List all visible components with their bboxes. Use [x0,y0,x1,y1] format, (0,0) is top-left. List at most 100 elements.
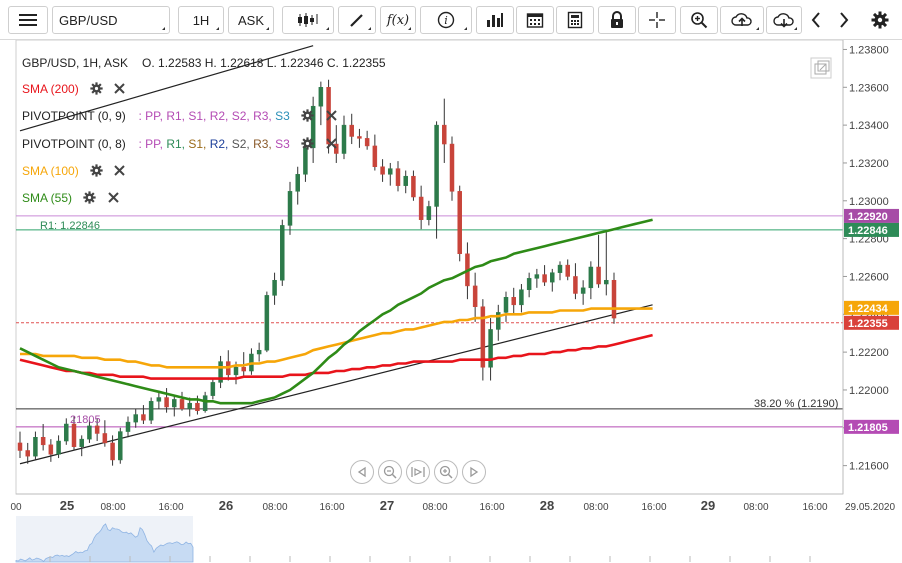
candle-body [341,124,347,154]
reset-zoom-button[interactable] [406,460,430,484]
crosshair-button[interactable] [638,6,676,34]
chevron-right-icon [840,12,849,28]
timeframe-select[interactable]: 1H [178,6,224,34]
candle-body [357,136,362,139]
zoom-button[interactable] [680,6,718,34]
lock-button[interactable] [598,6,636,34]
candle-body [179,399,185,410]
candle-body [542,274,547,283]
candle-body [318,87,324,107]
candle-body [519,289,524,306]
price-type-select[interactable]: ASK [228,6,274,34]
zoom-icon [691,12,708,29]
navigator-minichart[interactable] [15,516,843,563]
upload-button[interactable] [720,6,764,34]
close-icon[interactable] [114,83,126,97]
candle-body [496,312,501,330]
indicators-button[interactable] [476,6,514,34]
pivot2-tag-s1: S1, [188,137,207,152]
legend-sma100-label: SMA (100) [22,164,79,179]
lock-icon [611,11,623,28]
fib-annotation: 38.20 % (1.2190) [754,398,838,410]
candle-body [156,397,162,402]
price-label-box [844,419,899,434]
price-label: 1.22434 [848,303,889,315]
pan-right-button[interactable] [462,460,486,484]
price-label-box [844,208,899,223]
chart-type-button[interactable] [282,6,334,34]
x-tick-label: 00 [10,502,22,513]
sma200-line [19,333,653,380]
candle-body [395,168,401,186]
moving-averages [19,218,653,405]
gear-icon[interactable] [90,82,103,98]
price-label: 1.21805 [848,422,888,434]
calculator-icon [567,11,583,29]
toolbar: GBP/USD 1H ASK f(x) i [0,0,902,40]
zoom-in-button[interactable] [434,460,458,484]
candle-body [218,361,223,383]
legend-sma200: SMA (200) [22,82,126,98]
pivot2-tag-r1: R1, [166,137,185,152]
candle-body [534,274,540,279]
candle-body [557,264,563,273]
symbol-select[interactable]: GBP/USD [52,6,170,34]
close-icon[interactable] [107,192,119,206]
candle-body [488,329,493,368]
price-label-box [844,315,899,330]
gear-icon[interactable] [301,137,314,153]
pivot1-tag-s2: S2, [231,109,250,124]
settings-button[interactable] [866,6,894,34]
candle-body [580,287,586,294]
candle-body [210,382,216,396]
candle-body [565,264,570,277]
gear-icon[interactable] [301,109,314,125]
close-icon[interactable] [114,165,126,179]
candle-body [596,266,601,285]
download-button[interactable] [766,6,802,34]
chart-header: GBP/USD, 1H, ASK O. 1.22583 H. 1.22618 L.… [22,56,386,70]
calculator-button[interactable] [556,6,594,34]
scroll-right-button[interactable] [832,6,856,34]
candle-body [48,444,54,455]
draw-button[interactable] [338,6,376,34]
ohlc-values: O. 1.22583 H. 1.22618 L. 1.22346 C. 1.22… [142,56,386,70]
candle-body [372,145,378,167]
y-tick-label: 1.23400 [849,120,889,132]
info-button[interactable]: i [420,6,472,34]
candle-body [480,306,486,368]
candle-body [310,105,316,149]
candle-body [94,425,100,434]
x-tick-label: 08:00 [422,502,447,513]
price-label: 1.22355 [848,318,888,330]
candle-body [17,442,23,451]
candle-body [334,143,339,154]
x-tick-label: 26 [219,498,233,513]
candle-body [588,266,594,289]
candle-body [303,147,308,175]
x-tick-label: 08:00 [743,502,768,513]
close-icon[interactable] [325,110,337,124]
candle-body [164,397,169,408]
x-tick-label: 16:00 [802,502,827,513]
pivot1-tag-r3: R3, [253,109,272,124]
price-type-label: ASK [237,12,264,28]
gear-icon[interactable] [83,191,96,207]
pivot1-tag-s1: S1, [188,109,207,124]
zoom-out-button[interactable] [378,460,402,484]
y-tick-label: 1.22600 [849,271,889,283]
y-tick-label: 1.23200 [849,158,889,170]
legend-sma100: SMA (100) [22,164,126,180]
menu-button[interactable] [8,6,48,34]
pivot2-tag-s3: S3 [275,137,290,152]
pan-left-button[interactable] [350,460,374,484]
popout-button[interactable] [810,57,832,79]
calendar-button[interactable] [516,6,554,34]
function-button[interactable]: f(x) [380,6,416,34]
candle-body [233,367,239,376]
gear-icon[interactable] [90,164,103,180]
close-icon[interactable] [325,138,337,152]
candle-body [102,433,108,444]
x-tick-label: 08:00 [262,502,287,513]
scroll-left-button[interactable] [804,6,828,34]
